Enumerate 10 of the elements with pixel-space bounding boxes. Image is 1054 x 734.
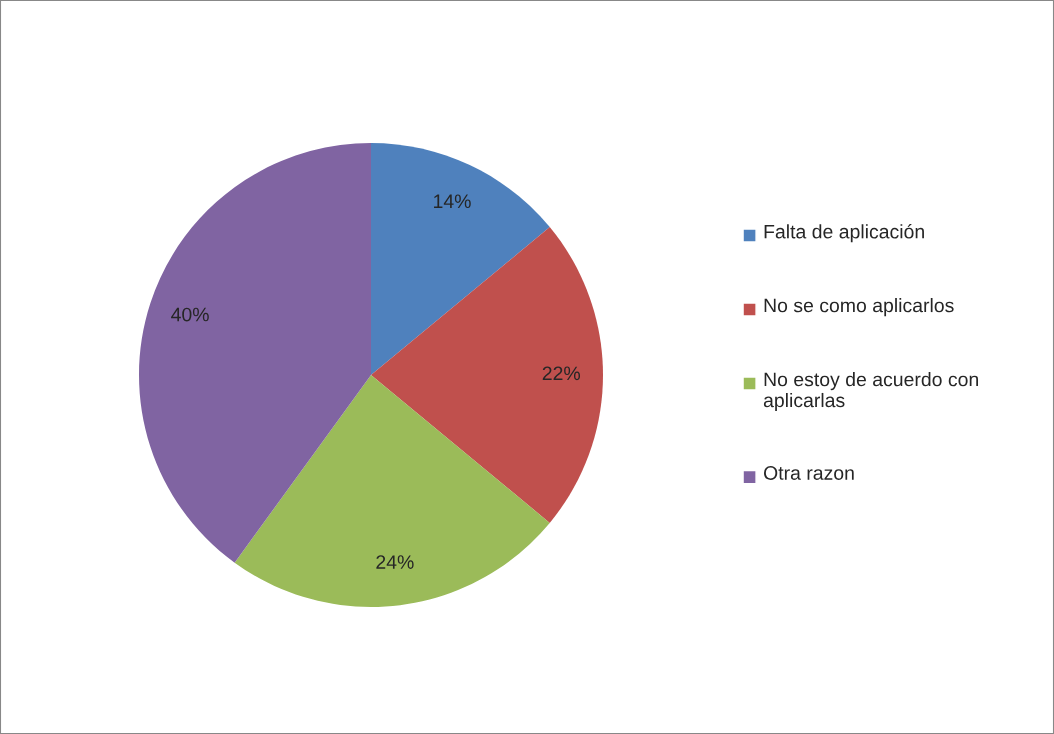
legend-label: No se como aplicarlos [764, 298, 954, 317]
data-label: 24% [376, 555, 414, 569]
legend-label: Falta de aplicación [764, 224, 924, 243]
data-label: 40% [171, 307, 209, 322]
data-label: 22% [542, 366, 581, 381]
legend-label: Otra razon [763, 466, 854, 480]
pie-slice [139, 143, 371, 563]
data-label: 14% [434, 194, 471, 209]
pie-slice [371, 227, 603, 523]
legend-label: No estoy de acuerdo con aplicarlas [763, 372, 978, 412]
